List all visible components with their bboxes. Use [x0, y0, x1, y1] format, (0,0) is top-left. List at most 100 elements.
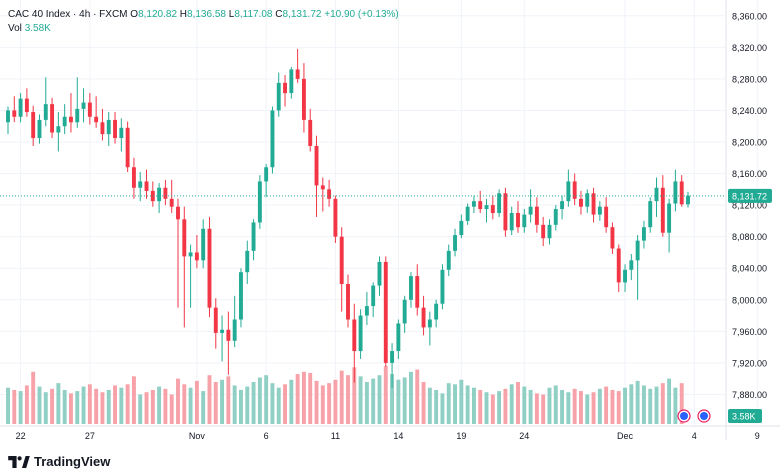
volume-bar [226, 376, 231, 424]
candle [346, 274, 350, 328]
candle [31, 105, 36, 146]
candle [69, 93, 73, 133]
volume-badge [728, 409, 762, 423]
volume-bar [339, 370, 344, 424]
price-tick-label: 8,240.00 [732, 106, 767, 116]
candle-body [497, 193, 502, 213]
volume-bar [390, 374, 395, 424]
candle-body [560, 201, 565, 210]
volume-bar [427, 387, 432, 424]
candle-body [371, 285, 376, 307]
candle-body [490, 205, 495, 213]
candle-body [295, 69, 300, 79]
candle [194, 235, 199, 269]
candle [270, 106, 275, 174]
volume-bar [509, 384, 514, 424]
candle-body [421, 307, 426, 328]
volume-bar [667, 378, 672, 424]
candle [497, 189, 502, 217]
volume-bar [371, 378, 376, 424]
candle-body [484, 205, 489, 210]
candle-body [314, 145, 319, 186]
volume-bar [138, 394, 143, 424]
last-price-label: 8,131.72 [732, 191, 767, 201]
candle-body [213, 307, 218, 333]
candle-body [616, 248, 621, 283]
candle-body [12, 110, 17, 117]
candle-body [667, 203, 672, 233]
volume-bar [566, 392, 571, 424]
candle [176, 198, 180, 308]
candle [75, 77, 80, 128]
time-axis[interactable]: 2227Nov611141924Dec491217 [0, 425, 780, 441]
volume-bar [534, 393, 539, 424]
candle [440, 264, 445, 310]
candle [427, 311, 432, 346]
candle-body [56, 126, 61, 133]
candle-body [377, 261, 382, 286]
candle-body [566, 181, 571, 202]
candle-body [623, 269, 627, 283]
volume-bar [6, 387, 10, 424]
candle [446, 244, 451, 277]
volume-bar [75, 391, 80, 424]
candle-body [390, 351, 395, 363]
volume-bar [396, 379, 401, 424]
candle-body [686, 195, 690, 205]
candle [232, 295, 237, 348]
candle [484, 198, 489, 223]
volume-bar [87, 384, 92, 424]
volume-bar [24, 385, 29, 424]
candle-body [654, 187, 659, 202]
volume-bar [69, 393, 73, 424]
volume-bar [377, 375, 382, 424]
volume-bar [434, 389, 439, 424]
volume-bar [490, 394, 495, 424]
volume-bar [176, 378, 180, 424]
chart-legend: CAC 40 Index · 4h · FXCM O8,120.82 H8,13… [8, 8, 399, 36]
volume-label[interactable]: Vol [8, 23, 22, 34]
candle-body [289, 69, 294, 94]
volume-bar [553, 385, 558, 424]
volume-bar [12, 389, 17, 424]
volume-bar [364, 382, 369, 424]
volume-bar [270, 383, 275, 424]
candle-body [144, 181, 149, 191]
candle-body [358, 315, 363, 352]
candle-body [459, 220, 464, 236]
high-label: H [179, 9, 188, 20]
candle [572, 173, 577, 206]
candle [37, 114, 42, 144]
candle [641, 220, 646, 249]
candle [113, 112, 117, 144]
volume-bar [654, 386, 659, 424]
candle [226, 311, 231, 375]
candle [289, 67, 294, 99]
candle [314, 135, 319, 217]
volume-bar [264, 375, 269, 424]
candle [169, 179, 174, 213]
tradingview-logo-icon [8, 455, 30, 468]
volume-bar [648, 388, 653, 424]
volume-bars [6, 366, 684, 424]
interval[interactable]: 4h [79, 9, 91, 20]
volume-bar [333, 379, 338, 424]
candle [144, 169, 149, 199]
tradingview-logo[interactable]: TradingView [8, 454, 110, 469]
price-axis[interactable]: 7,880.00 7,920.00 7,960.00 8,000.00 8,040.00… [725, 0, 772, 440]
candle-body [62, 116, 67, 127]
time-tick-label: 11 [331, 431, 340, 441]
price-tick-label: 8,200.00 [732, 138, 767, 148]
candle-body [119, 127, 124, 139]
candle [18, 93, 23, 123]
symbol-name[interactable]: CAC 40 Index [8, 9, 71, 20]
event-markers[interactable] [677, 409, 711, 423]
volume-bar [610, 389, 615, 424]
time-tick-label: Nov [189, 431, 206, 441]
candle-body [220, 329, 225, 333]
candle [295, 48, 300, 83]
volume-bar [604, 386, 609, 424]
data-source: FXCM [99, 9, 128, 20]
candle [541, 216, 546, 247]
